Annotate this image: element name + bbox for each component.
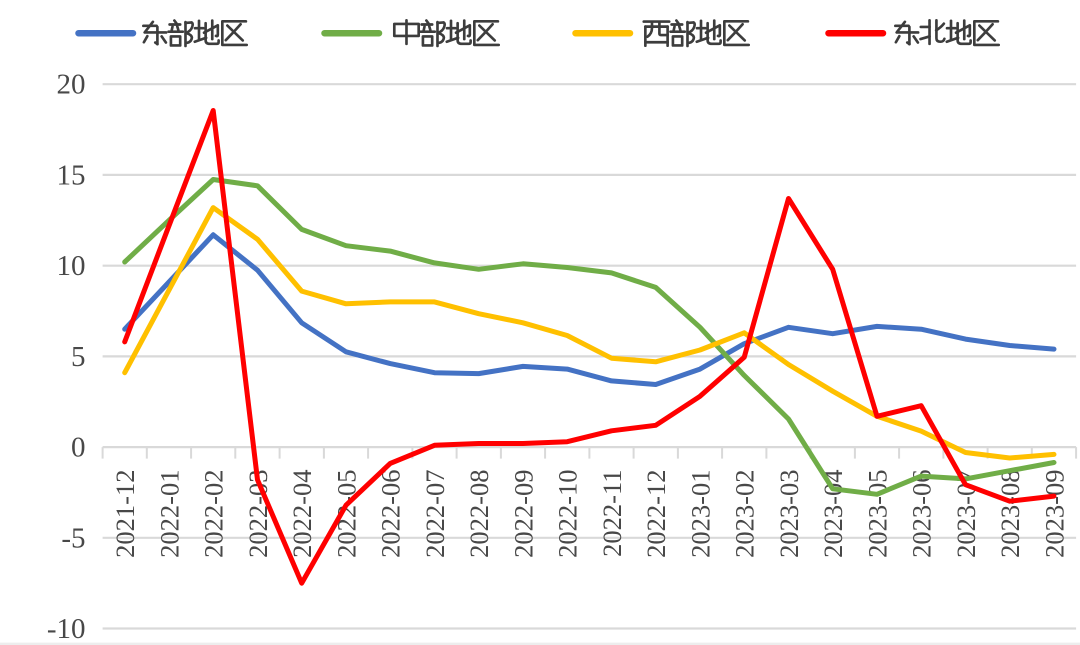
svg-text:2023-09: 2023-09: [1040, 470, 1070, 558]
svg-text:2022-07: 2022-07: [420, 470, 450, 558]
svg-text:2023-03: 2023-03: [774, 470, 804, 558]
svg-text:2022-10: 2022-10: [553, 470, 583, 558]
svg-text:2023-01: 2023-01: [686, 470, 716, 558]
svg-text:2023-02: 2023-02: [730, 470, 760, 558]
svg-text:2022-09: 2022-09: [509, 470, 539, 558]
svg-text:0: 0: [71, 432, 86, 464]
svg-text:10: 10: [57, 250, 86, 282]
svg-text:-5: -5: [61, 522, 85, 554]
svg-text:2022-01: 2022-01: [155, 470, 185, 558]
svg-text:2022-05: 2022-05: [332, 470, 362, 558]
svg-text:2023-04: 2023-04: [818, 470, 848, 558]
svg-text:2023-08: 2023-08: [995, 470, 1025, 558]
svg-text:2023-05: 2023-05: [863, 470, 893, 558]
svg-text:2022-11: 2022-11: [597, 470, 627, 557]
svg-text:2022-08: 2022-08: [464, 470, 494, 558]
svg-text:2022-02: 2022-02: [199, 470, 229, 558]
svg-text:2022-04: 2022-04: [287, 470, 317, 558]
svg-text:2022-06: 2022-06: [376, 470, 406, 558]
svg-text:2023-06: 2023-06: [907, 470, 937, 558]
svg-text:20: 20: [57, 69, 86, 101]
svg-text:2021-12: 2021-12: [110, 470, 140, 558]
svg-text:15: 15: [57, 159, 86, 191]
svg-text:5: 5: [71, 341, 86, 373]
svg-text:-10: -10: [47, 613, 86, 645]
svg-text:2022-12: 2022-12: [641, 470, 671, 558]
